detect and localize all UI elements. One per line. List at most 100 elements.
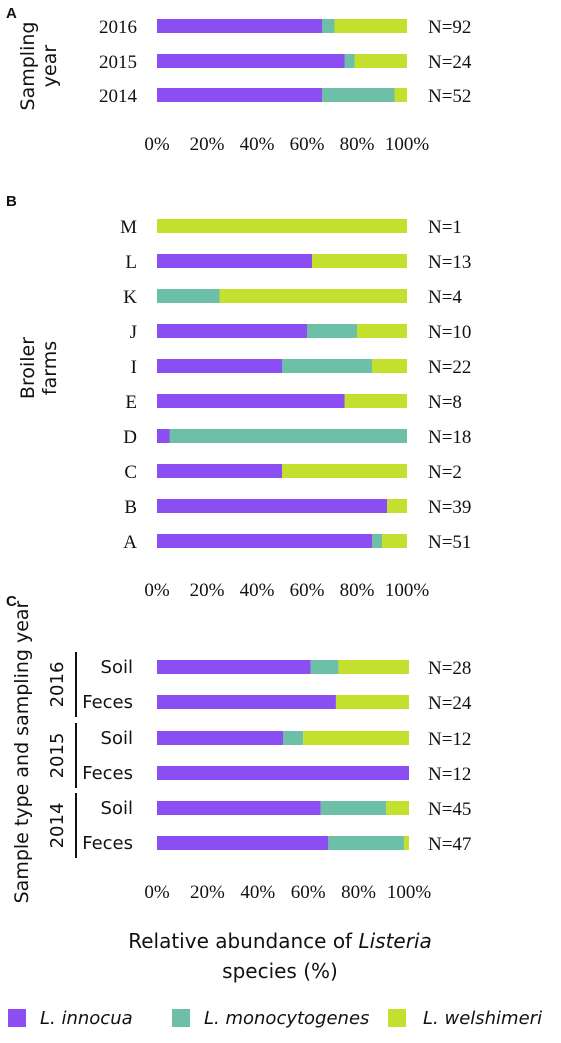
category-label: L <box>125 252 137 273</box>
x-tick-label: 20% <box>190 580 225 601</box>
bar-segment-l-innocua <box>157 324 307 338</box>
x-axis-title: Relative abundance of Listeria <box>128 929 432 953</box>
x-tick-label: 0% <box>144 134 170 155</box>
bar-segment-l-innocua <box>157 88 322 102</box>
category-label: E <box>125 392 137 413</box>
n-label: N=45 <box>428 799 471 820</box>
n-label: N=52 <box>428 86 471 107</box>
year-group-label: 2014 <box>47 803 68 849</box>
n-label: N=8 <box>428 392 462 413</box>
bar-segment-l-welshimeri <box>219 289 407 303</box>
x-tick-label: 80% <box>340 580 375 601</box>
bar-segment-l-welshimeri <box>372 359 407 373</box>
y-axis-title: Samplingyear <box>17 22 61 111</box>
bar-segment-l-monocytogenes <box>307 324 357 338</box>
n-label: N=12 <box>428 729 471 750</box>
sample-type-label: Feces <box>82 692 133 713</box>
x-tick-label: 40% <box>240 134 275 155</box>
bar-segment-l-innocua <box>157 731 283 745</box>
year-group-label: 2015 <box>47 733 68 779</box>
bar-segment-l-monocytogenes <box>282 359 372 373</box>
n-label: N=92 <box>428 17 471 38</box>
category-label: 2016 <box>99 17 137 38</box>
n-label: N=51 <box>428 532 471 553</box>
chart-panels: A N=92 2016 N=24 2015 N=52 2014 0% 20% 40% 60% 80% 1… <box>6 5 472 903</box>
x-axis-title-italic: Listeria <box>358 929 431 953</box>
category-label: D <box>123 427 137 448</box>
panel-letter: B <box>6 193 17 210</box>
category-label: A <box>123 532 137 553</box>
bar-segment-l-innocua <box>157 429 170 443</box>
category-label: M <box>120 217 137 238</box>
bar-segment-l-monocytogenes <box>283 731 304 745</box>
sample-type-label: Soil <box>101 798 133 819</box>
bar-segment-l-welshimeri <box>303 731 409 745</box>
category-label: 2014 <box>99 86 138 107</box>
y-axis-title: Sample type and sampling year <box>11 600 33 903</box>
n-label: N=47 <box>428 834 471 855</box>
x-tick-label: 100% <box>385 580 430 601</box>
year-group-label: 2016 <box>47 662 68 708</box>
x-tick-label: 60% <box>290 580 325 601</box>
x-tick-label: 0% <box>144 882 170 903</box>
n-label: N=4 <box>428 287 462 308</box>
n-label: N=39 <box>428 497 471 518</box>
bar-segment-l-welshimeri <box>334 19 407 33</box>
x-tick-label: 40% <box>240 882 275 903</box>
n-label: N=24 <box>428 52 472 73</box>
category-label: K <box>123 287 137 308</box>
n-label: N=28 <box>428 658 471 679</box>
bar-segment-l-monocytogenes <box>322 19 335 33</box>
legend-swatch-l-innocua <box>8 1009 26 1027</box>
x-tick-label: 100% <box>387 882 432 903</box>
sample-type-label: Feces <box>82 763 133 784</box>
bar-segment-l-welshimeri <box>344 394 407 408</box>
bar-segment-l-innocua <box>157 499 387 513</box>
panel-letter: A <box>6 5 17 22</box>
category-label: 2015 <box>99 52 137 73</box>
bar-segment-l-welshimeri <box>394 88 407 102</box>
legend-label-l-monocytogenes: L. monocytogenes <box>204 1008 369 1029</box>
panel-c: C N=28 Soil N=24 Feces N=12 Soil N=12 Feces N=45 S… <box>6 593 472 903</box>
bar-segment-l-monocytogenes <box>320 801 387 815</box>
bar-segment-l-welshimeri <box>312 254 407 268</box>
legend-swatch-l-monocytogenes <box>172 1009 190 1027</box>
sample-type-label: Soil <box>101 657 133 678</box>
bar-segment-l-monocytogenes <box>344 54 355 68</box>
bar-segment-l-welshimeri <box>386 801 409 815</box>
n-label: N=24 <box>428 693 472 714</box>
bar-segment-l-welshimeri <box>403 836 409 850</box>
n-label: N=12 <box>428 764 471 785</box>
legend-label-l-innocua: L. innocua <box>40 1008 133 1029</box>
bar-segment-l-welshimeri <box>354 54 407 68</box>
bar-segment-l-monocytogenes <box>328 836 404 850</box>
bar-segment-l-innocua <box>157 54 345 68</box>
bar-segment-l-welshimeri <box>335 695 409 709</box>
panel-letter: C <box>6 593 17 610</box>
y-axis-title: Broilerfarms <box>17 337 61 399</box>
legend-label-l-welshimeri: L. welshimeri <box>423 1008 542 1029</box>
x-tick-label: 0% <box>144 580 170 601</box>
bar-segment-l-welshimeri <box>338 660 409 674</box>
bar-segment-l-monocytogenes <box>310 660 339 674</box>
bar-segment-l-welshimeri <box>157 219 407 233</box>
bar-segment-l-welshimeri <box>387 499 407 513</box>
bar-segment-l-innocua <box>157 254 312 268</box>
bar-segment-l-innocua <box>157 534 372 548</box>
n-label: N=1 <box>428 217 462 238</box>
bar-segment-l-monocytogenes <box>372 534 382 548</box>
bar-segment-l-monocytogenes <box>169 429 407 443</box>
bar-segment-l-welshimeri <box>282 464 407 478</box>
x-tick-label: 40% <box>240 580 275 601</box>
bar-segment-l-innocua <box>157 464 282 478</box>
x-tick-label: 60% <box>291 882 326 903</box>
category-label: C <box>124 462 137 483</box>
bar-segment-l-welshimeri <box>357 324 407 338</box>
bar-segment-l-innocua <box>157 394 345 408</box>
x-tick-label: 80% <box>340 134 375 155</box>
n-label: N=10 <box>428 322 471 343</box>
panel-a: A N=92 2016 N=24 2015 N=52 2014 0% 20% 40% 60% 80% 1… <box>6 5 472 155</box>
n-label: N=18 <box>428 427 471 448</box>
bar-segment-l-innocua <box>157 695 336 709</box>
